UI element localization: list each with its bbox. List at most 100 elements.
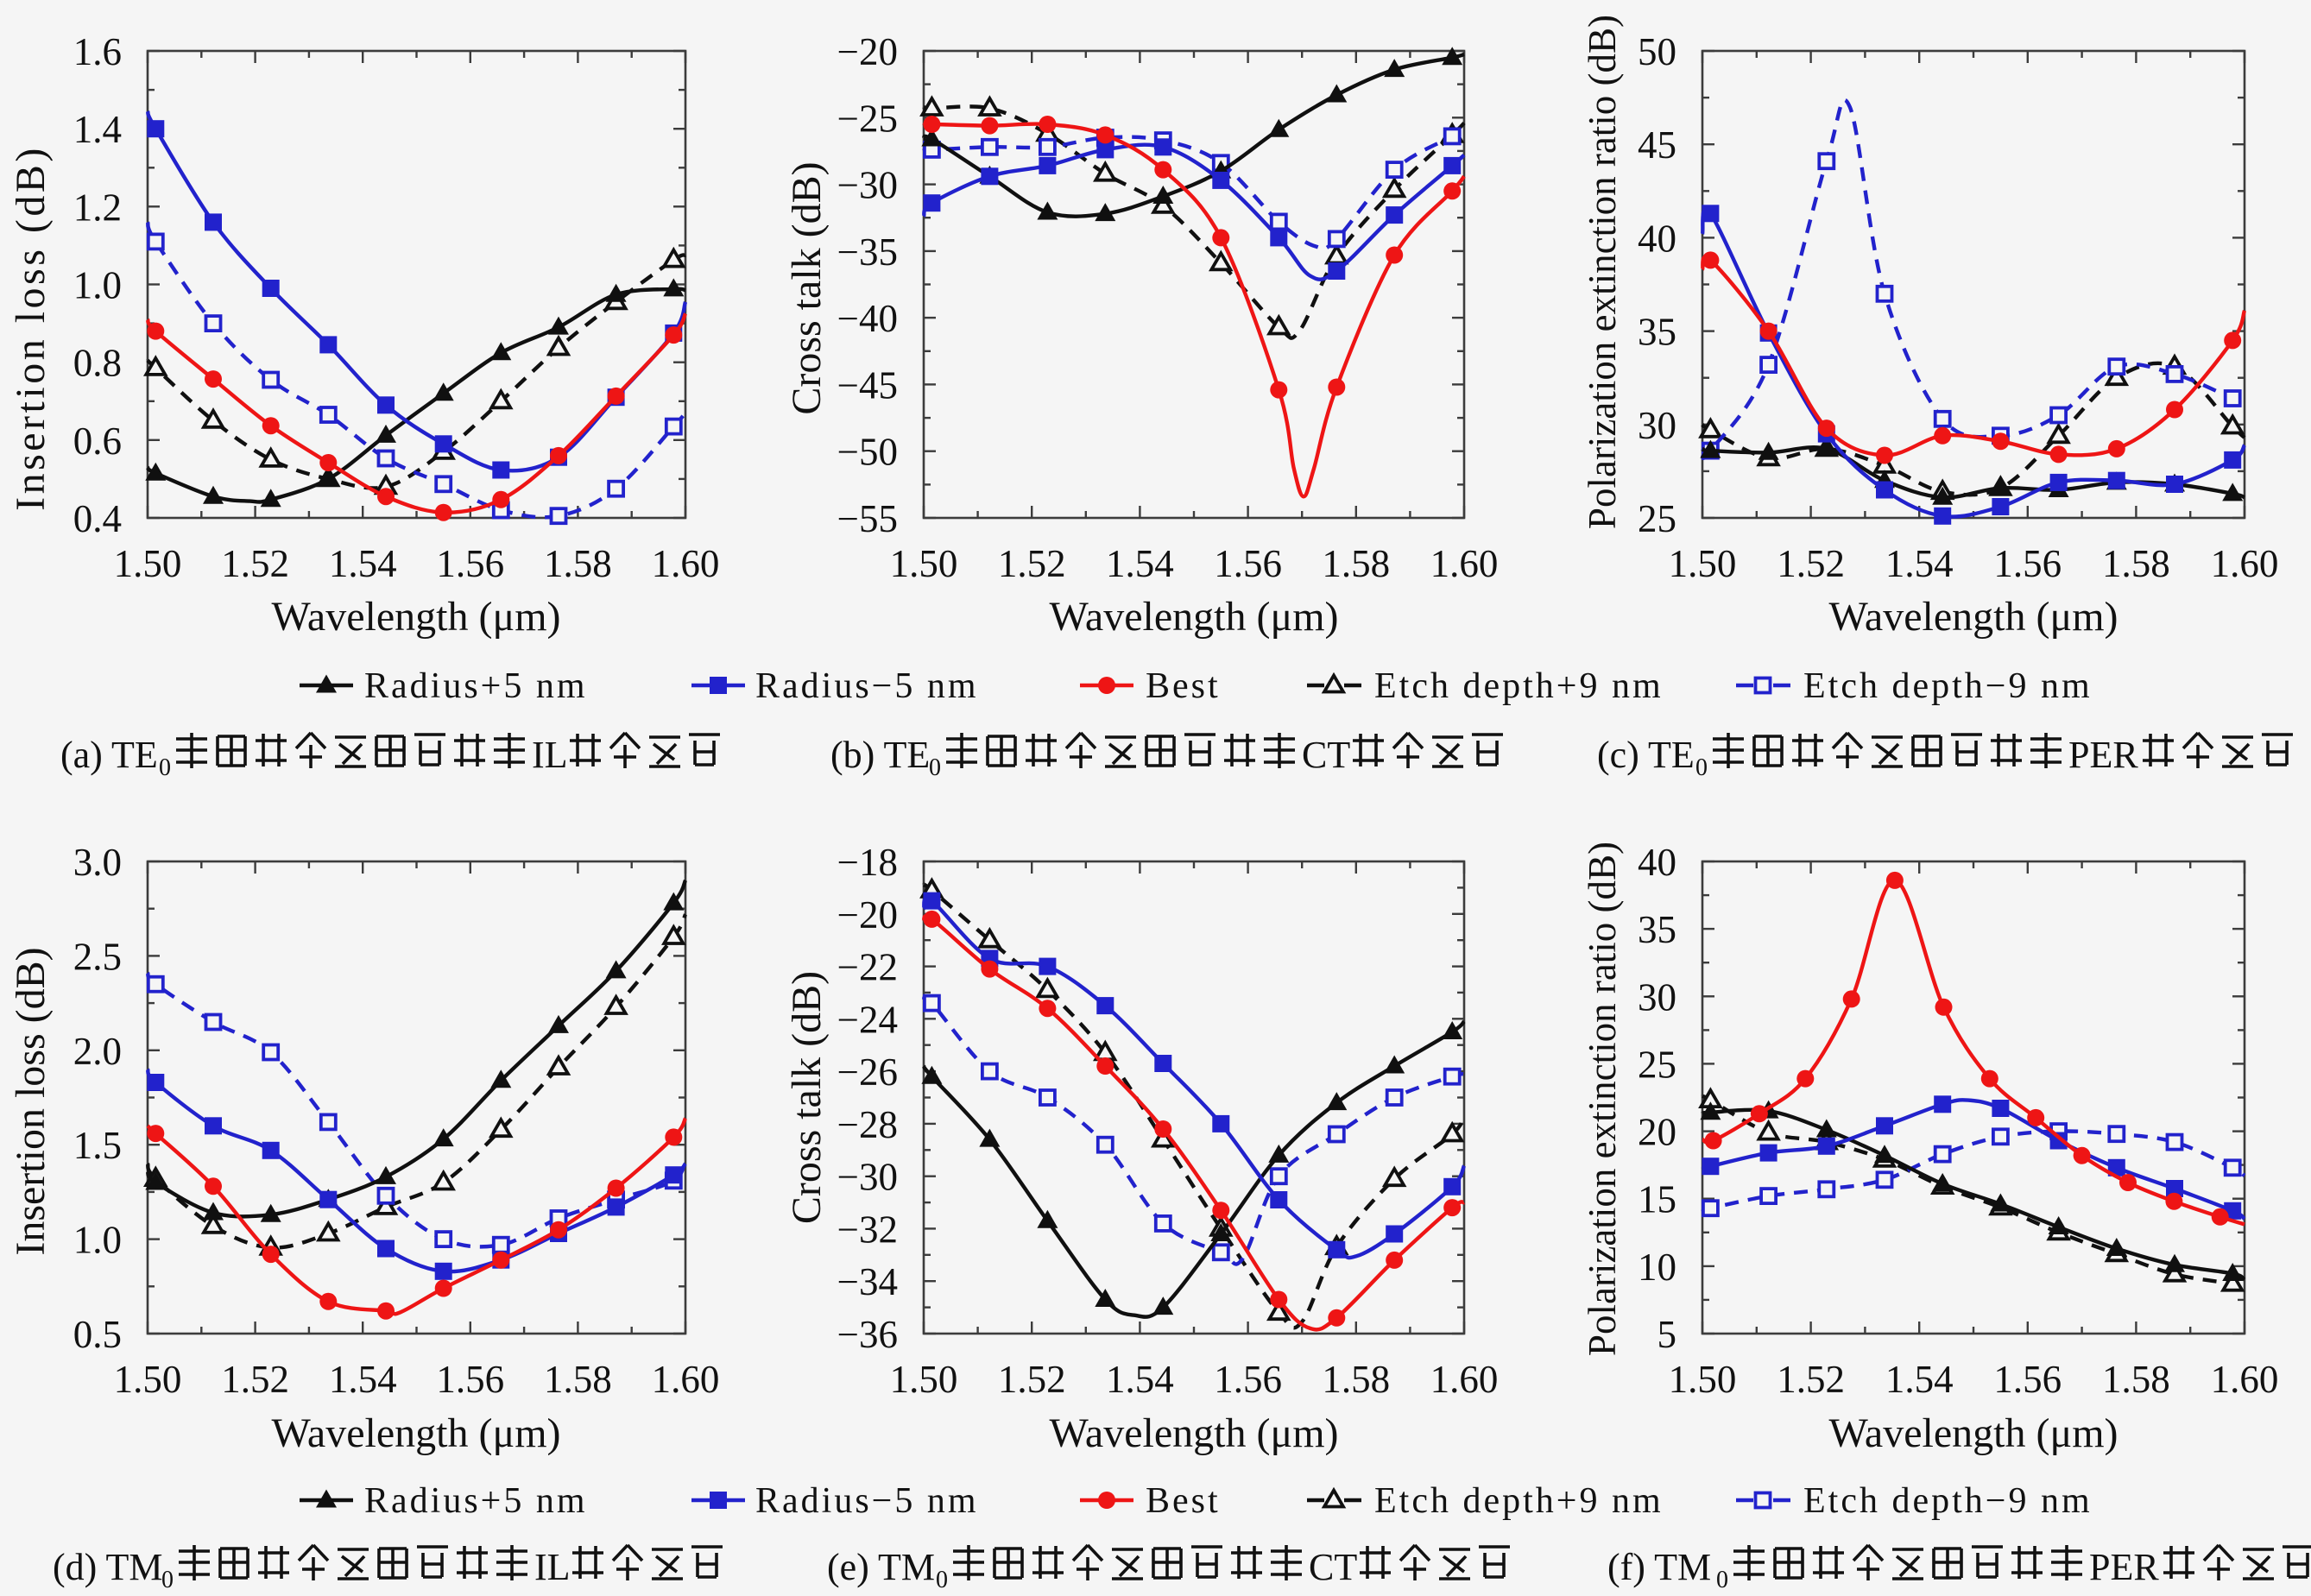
svg-text:(d) TM: (d) TM — [53, 1546, 163, 1588]
svg-text:0: 0 — [1695, 754, 1708, 781]
svg-text:−20: −20 — [837, 893, 898, 937]
svg-text:1.58: 1.58 — [544, 1358, 612, 1401]
svg-text:−20: −20 — [837, 30, 898, 73]
svg-text:Insertion loss (dB): Insertion loss (dB) — [8, 947, 54, 1255]
svg-text:15: 15 — [1638, 1178, 1676, 1221]
svg-text:1.56: 1.56 — [436, 542, 504, 585]
svg-text:Etch depth+9 nm: Etch depth+9 nm — [1374, 1481, 1664, 1521]
svg-text:40: 40 — [1638, 217, 1676, 260]
svg-text:1.52: 1.52 — [221, 542, 289, 585]
svg-text:1.52: 1.52 — [1777, 1358, 1845, 1401]
svg-text:1.60: 1.60 — [1430, 1358, 1499, 1401]
svg-text:0: 0 — [1716, 1567, 1728, 1592]
svg-text:0: 0 — [936, 1567, 948, 1592]
svg-text:−22: −22 — [837, 946, 898, 989]
svg-text:3.0: 3.0 — [73, 841, 122, 884]
svg-text:IL: IL — [532, 734, 568, 776]
svg-text:(c) TE: (c) TE — [1597, 734, 1695, 776]
svg-text:1.2: 1.2 — [73, 186, 122, 229]
svg-text:PER: PER — [2068, 734, 2138, 776]
svg-text:(f) TM: (f) TM — [1607, 1546, 1711, 1588]
svg-text:1.56: 1.56 — [1993, 542, 2062, 585]
svg-text:−36: −36 — [837, 1313, 898, 1356]
svg-text:1.60: 1.60 — [2211, 1358, 2279, 1401]
svg-text:1.52: 1.52 — [221, 1358, 289, 1401]
svg-text:30: 30 — [1638, 975, 1676, 1019]
svg-text:1.58: 1.58 — [1322, 1358, 1390, 1401]
svg-text:50: 50 — [1638, 30, 1676, 73]
svg-text:(b) TE: (b) TE — [830, 734, 930, 776]
svg-text:Cross talk (dB): Cross talk (dB) — [784, 971, 830, 1224]
svg-text:Etch depth+9 nm: Etch depth+9 nm — [1374, 666, 1664, 706]
svg-text:Etch depth−9 nm: Etch depth−9 nm — [1803, 1481, 2093, 1521]
svg-text:−32: −32 — [837, 1208, 898, 1251]
svg-text:1.54: 1.54 — [1106, 542, 1174, 585]
svg-text:−30: −30 — [837, 164, 898, 207]
svg-text:1.0: 1.0 — [73, 1219, 122, 1262]
svg-text:1.50: 1.50 — [1669, 1358, 1737, 1401]
svg-text:1.52: 1.52 — [998, 542, 1066, 585]
svg-text:PER: PER — [2089, 1546, 2159, 1588]
svg-text:(a) TE: (a) TE — [60, 734, 158, 776]
svg-text:1.58: 1.58 — [1322, 542, 1390, 585]
svg-text:0: 0 — [161, 1567, 174, 1592]
svg-text:−26: −26 — [837, 1050, 898, 1094]
svg-text:1.54: 1.54 — [329, 1358, 397, 1401]
svg-text:20: 20 — [1638, 1111, 1676, 1154]
svg-text:10: 10 — [1638, 1246, 1676, 1289]
svg-text:1.56: 1.56 — [1214, 1358, 1282, 1401]
svg-text:45: 45 — [1638, 123, 1676, 167]
svg-text:1.50: 1.50 — [890, 542, 958, 585]
svg-text:IL: IL — [534, 1546, 571, 1588]
svg-text:Wavelength (μm): Wavelength (μm) — [271, 594, 560, 640]
svg-text:−50: −50 — [837, 431, 898, 474]
svg-text:1.60: 1.60 — [652, 542, 720, 585]
svg-text:CT: CT — [1309, 1546, 1357, 1588]
svg-text:Insertion loss (dB): Insertion loss (dB) — [8, 145, 54, 511]
svg-text:0: 0 — [929, 754, 941, 781]
svg-text:2.0: 2.0 — [73, 1030, 122, 1073]
svg-text:5: 5 — [1657, 1313, 1677, 1356]
svg-text:−45: −45 — [837, 363, 898, 407]
svg-text:25: 25 — [1638, 1043, 1676, 1086]
svg-text:−28: −28 — [837, 1103, 898, 1146]
svg-text:Radius−5 nm: Radius−5 nm — [755, 666, 979, 706]
svg-text:0.4: 0.4 — [73, 497, 122, 540]
svg-text:Polarization extinction ratio: Polarization extinction ratio (dB) — [1581, 15, 1624, 529]
svg-text:Best: Best — [1146, 666, 1221, 706]
svg-text:Wavelength (μm): Wavelength (μm) — [1828, 594, 2118, 640]
svg-text:1.50: 1.50 — [890, 1358, 958, 1401]
svg-text:Radius+5 nm: Radius+5 nm — [364, 666, 588, 706]
svg-text:−30: −30 — [837, 1156, 898, 1199]
svg-text:1.50: 1.50 — [1669, 542, 1737, 585]
svg-text:Wavelength (μm): Wavelength (μm) — [1049, 1410, 1338, 1456]
svg-text:−25: −25 — [837, 97, 898, 140]
svg-text:1.60: 1.60 — [2211, 542, 2279, 585]
svg-text:1.56: 1.56 — [436, 1358, 504, 1401]
svg-text:0.8: 0.8 — [73, 342, 122, 385]
svg-text:Radius+5 nm: Radius+5 nm — [364, 1481, 588, 1521]
svg-text:35: 35 — [1638, 908, 1676, 951]
svg-text:0.6: 0.6 — [73, 420, 122, 463]
svg-text:2.5: 2.5 — [73, 935, 122, 978]
svg-text:0: 0 — [159, 754, 171, 781]
svg-text:1.52: 1.52 — [998, 1358, 1066, 1401]
svg-text:1.58: 1.58 — [2102, 542, 2170, 585]
svg-text:1.50: 1.50 — [114, 542, 182, 585]
svg-text:−24: −24 — [837, 998, 898, 1041]
svg-text:25: 25 — [1638, 497, 1676, 540]
svg-text:−34: −34 — [837, 1260, 898, 1303]
svg-text:Wavelength (μm): Wavelength (μm) — [1828, 1410, 2118, 1456]
svg-text:1.54: 1.54 — [1106, 1358, 1174, 1401]
svg-text:Radius−5 nm: Radius−5 nm — [755, 1481, 979, 1521]
svg-text:1.56: 1.56 — [1214, 542, 1282, 585]
svg-text:1.56: 1.56 — [1993, 1358, 2062, 1401]
svg-text:−35: −35 — [837, 230, 898, 274]
svg-text:1.4: 1.4 — [73, 108, 122, 151]
svg-text:−18: −18 — [837, 841, 898, 884]
svg-text:1.5: 1.5 — [73, 1124, 122, 1167]
svg-text:Best: Best — [1146, 1481, 1221, 1521]
svg-text:1.0: 1.0 — [73, 264, 122, 307]
svg-text:1.54: 1.54 — [329, 542, 397, 585]
svg-text:1.60: 1.60 — [1430, 542, 1499, 585]
